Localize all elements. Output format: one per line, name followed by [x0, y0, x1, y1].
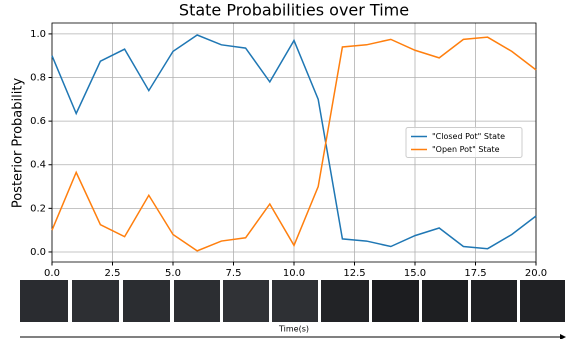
time-arrow-head [560, 334, 566, 339]
x-tick-label: 15.0 [404, 268, 426, 279]
y-tick-label: 0.2 [30, 203, 46, 214]
x-tick-label: 12.5 [343, 268, 365, 279]
legend-label: "Open Pot" State [432, 145, 500, 154]
y-axis-label: Posterior Probability [11, 78, 26, 209]
x-tick-label: 20.0 [525, 268, 547, 279]
thumbnail [123, 280, 170, 322]
thumbnail [471, 280, 517, 322]
thumbnail [372, 280, 419, 322]
thumbnail [422, 280, 468, 322]
x-tick-label: 2.5 [105, 268, 121, 279]
thumbnail [321, 280, 369, 322]
legend-label: "Closed Pot" State [432, 132, 505, 141]
thumbnail [20, 280, 68, 322]
y-tick-label: 0.4 [30, 160, 46, 171]
thumbnail [272, 280, 318, 322]
x-tick-label: 17.5 [464, 268, 486, 279]
y-tick-label: 0.8 [30, 73, 46, 84]
y-tick-label: 0.0 [30, 247, 46, 258]
y-tick-label: 1.0 [30, 29, 46, 40]
x-tick-label: 10.0 [283, 268, 305, 279]
thumbnail [174, 280, 220, 322]
thumbnail [520, 280, 565, 322]
x-tick-label: 5.0 [165, 268, 181, 279]
x-axis-label: Time(s) [278, 325, 309, 334]
x-tick-label: 7.5 [226, 268, 242, 279]
thumbnail [223, 280, 269, 322]
y-tick-label: 0.6 [30, 116, 46, 127]
thumbnail [72, 280, 119, 322]
x-tick-label: 0.0 [44, 268, 60, 279]
chart: State Probabilities over Time Posterior … [0, 0, 569, 339]
chart-title: State Probabilities over Time [179, 1, 409, 20]
thumbnails [20, 280, 565, 322]
